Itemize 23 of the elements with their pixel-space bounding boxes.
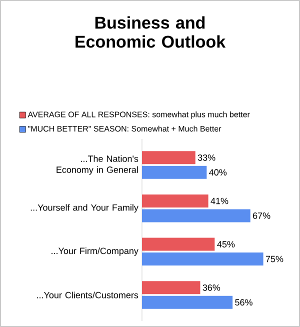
legend-label: "MUCH BETTER" SEASON: Somewhat + Much Better xyxy=(28,126,222,132)
y-tick-label: ...Your Clients/Customers xyxy=(37,292,138,298)
legend-label: AVERAGE OF ALL RESPONSES: somewhat plus much better xyxy=(28,111,250,119)
bar xyxy=(142,166,207,179)
bar xyxy=(142,281,200,294)
data-label: 75% xyxy=(266,256,284,262)
data-label: 36% xyxy=(202,284,220,291)
y-tick-label: ...Your Firm/Company xyxy=(52,247,138,256)
chart-title: Business and Economic Outlook xyxy=(76,16,226,48)
data-label: 41% xyxy=(210,198,228,204)
bar xyxy=(142,151,196,164)
bar xyxy=(142,296,233,309)
data-label: 40% xyxy=(209,169,227,176)
data-label: 67% xyxy=(253,212,270,219)
y-tick-label: ...The Nation's Economy in General xyxy=(56,155,138,175)
data-label: 45% xyxy=(217,241,235,248)
bar xyxy=(142,238,215,251)
data-label: 33% xyxy=(198,154,216,161)
bar xyxy=(142,252,264,266)
bar xyxy=(142,194,208,208)
y-tick-label: ...Yourself and Your Family xyxy=(30,204,138,213)
data-label: 56% xyxy=(235,299,252,306)
bar xyxy=(142,209,250,222)
